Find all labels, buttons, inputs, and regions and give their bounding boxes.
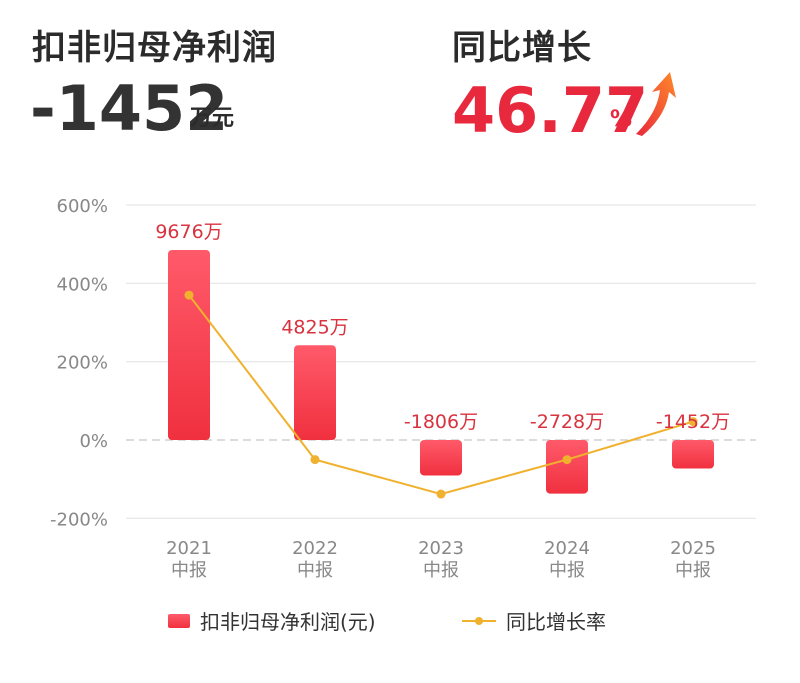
y-tick-label: 400% (57, 274, 108, 295)
x-tick-label: 2025 (670, 538, 716, 559)
x-tick-label: 中报 (675, 560, 711, 581)
x-tick-label: 2023 (418, 538, 464, 559)
x-tick-label: 2024 (544, 538, 590, 559)
x-tick-label: 中报 (423, 560, 459, 581)
y-tick-label: 200% (57, 353, 108, 374)
legend-line-label: 同比增长率 (506, 610, 606, 634)
legend-bar-label: 扣非归母净利润(元) (200, 610, 376, 634)
bar[interactable] (168, 250, 210, 440)
legend-line-swatch (462, 614, 496, 628)
growth-point[interactable] (688, 417, 698, 427)
x-tick-label: 2022 (292, 538, 338, 559)
bar[interactable] (546, 440, 588, 494)
legend-item-bar[interactable]: 扣非归母净利润(元) (168, 606, 376, 635)
growth-point[interactable] (184, 290, 194, 300)
x-tick-label: 2021 (166, 538, 212, 559)
bar-data-label: 4825万 (281, 316, 348, 338)
legend-item-line[interactable]: 同比增长率 (462, 606, 606, 635)
legend-bar-swatch (168, 613, 190, 628)
legend: 扣非归母净利润(元) 同比增长率 (0, 600, 800, 640)
bar[interactable] (672, 440, 714, 469)
growth-point[interactable] (310, 455, 320, 465)
bar-data-label: 9676万 (155, 221, 222, 243)
growth-point[interactable] (562, 455, 572, 465)
bar-data-label: -1452万 (656, 411, 730, 433)
arrow-up-icon (636, 72, 676, 136)
x-tick-label: 中报 (171, 560, 207, 581)
y-tick-label: -200% (50, 509, 108, 530)
profit-label: 扣非归母净利润 (32, 28, 277, 68)
bar-data-label: -1806万 (404, 411, 478, 433)
growth-label: 同比增长 (452, 28, 592, 68)
y-tick-label: 600% (57, 196, 108, 217)
growth-point[interactable] (436, 489, 446, 499)
x-tick-label: 中报 (297, 560, 333, 581)
bar[interactable] (420, 440, 462, 476)
chart: 600% 400% 200% 0% -200% 9676万 4825万 -1806万 -272… (50, 196, 756, 581)
bar[interactable] (294, 345, 336, 440)
growth-value: 46.77 (452, 74, 649, 147)
profit-value: -1452 (30, 72, 229, 145)
x-tick-label: 中报 (549, 560, 585, 581)
growth-unit: % (610, 107, 633, 132)
profit-unit: 万元 (190, 106, 235, 131)
y-tick-label: 0% (79, 431, 108, 452)
bar-data-label: -2728万 (530, 411, 604, 433)
